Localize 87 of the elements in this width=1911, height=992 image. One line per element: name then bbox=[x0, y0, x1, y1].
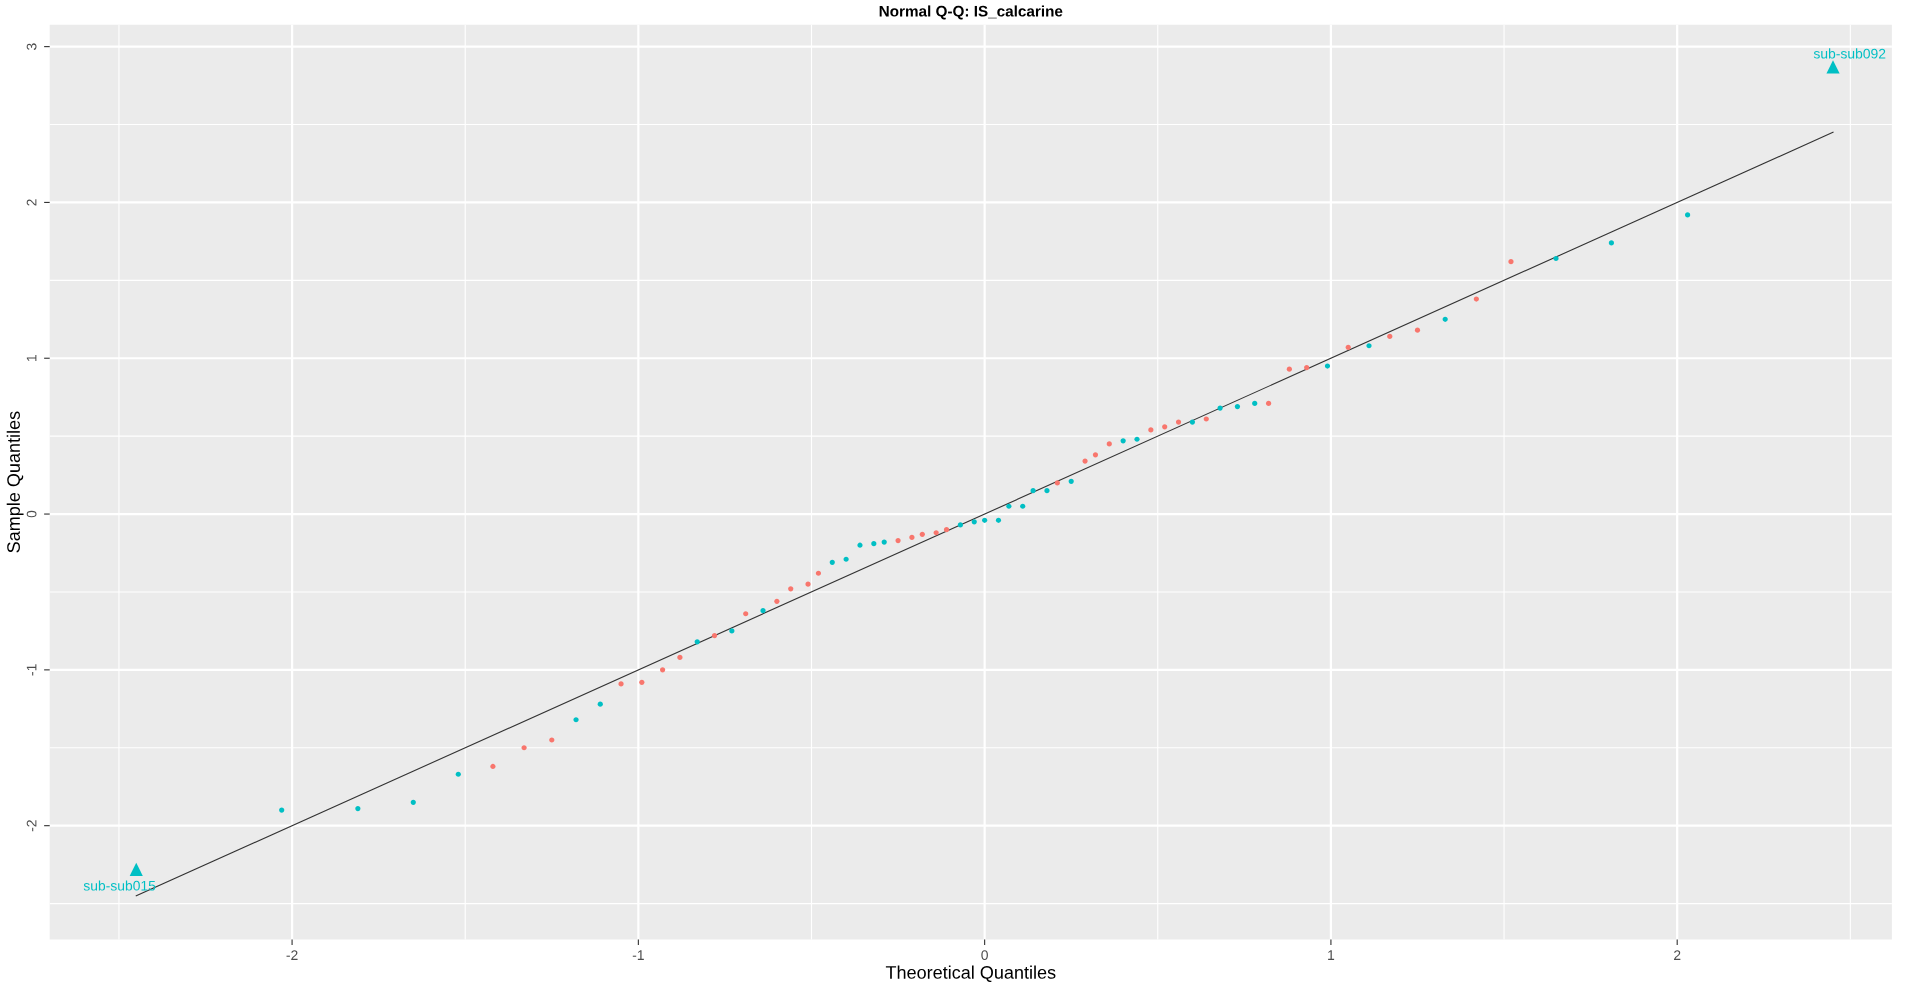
point bbox=[1265, 400, 1272, 407]
point bbox=[1684, 212, 1691, 218]
point bbox=[995, 517, 1002, 523]
x-tick-label: 0 bbox=[981, 950, 988, 961]
point bbox=[1608, 240, 1614, 246]
y-tick-label: 2 bbox=[26, 199, 37, 206]
point bbox=[957, 522, 963, 528]
point bbox=[279, 807, 285, 813]
point bbox=[1826, 60, 1840, 74]
point bbox=[843, 556, 849, 562]
point bbox=[788, 586, 794, 592]
point bbox=[1252, 400, 1258, 407]
point bbox=[694, 639, 700, 645]
point bbox=[909, 534, 915, 541]
y-tick-label: -2 bbox=[26, 820, 37, 832]
point bbox=[1366, 343, 1372, 349]
annotation: sub-sub015 bbox=[83, 880, 156, 891]
point bbox=[1553, 255, 1559, 262]
point bbox=[1162, 424, 1168, 430]
point bbox=[1006, 503, 1012, 509]
point bbox=[573, 717, 579, 723]
x-tick-label: -2 bbox=[286, 950, 298, 960]
point bbox=[1387, 333, 1393, 340]
point bbox=[549, 737, 555, 743]
point bbox=[1324, 363, 1331, 369]
point bbox=[971, 519, 977, 525]
point bbox=[1020, 503, 1026, 509]
point bbox=[729, 628, 735, 634]
point bbox=[829, 559, 835, 565]
point bbox=[455, 771, 461, 777]
point bbox=[129, 862, 143, 876]
point bbox=[711, 632, 718, 639]
point bbox=[618, 681, 624, 687]
point bbox=[1345, 344, 1351, 350]
chart-title: Normal Q-Q: IS_calcarine bbox=[879, 5, 1063, 20]
point bbox=[1044, 488, 1050, 494]
point bbox=[1092, 452, 1099, 458]
point bbox=[355, 805, 361, 812]
point bbox=[743, 611, 749, 617]
x-tick-label: -1 bbox=[632, 950, 644, 960]
y-tick-label: 0 bbox=[26, 510, 37, 518]
point bbox=[1082, 458, 1088, 464]
point bbox=[1304, 364, 1310, 371]
point bbox=[1286, 366, 1292, 372]
y-tick-label: 3 bbox=[26, 43, 37, 50]
point bbox=[1203, 416, 1209, 422]
point bbox=[1508, 259, 1514, 265]
point bbox=[982, 517, 988, 523]
point bbox=[521, 745, 527, 751]
annotation: sub-sub092 bbox=[1813, 48, 1886, 59]
point bbox=[760, 608, 766, 614]
y-tick-label: 1 bbox=[26, 355, 37, 362]
x-tick-label: 1 bbox=[1328, 950, 1335, 960]
point bbox=[1030, 488, 1036, 494]
point bbox=[857, 542, 863, 548]
point bbox=[895, 537, 901, 544]
point bbox=[805, 581, 811, 587]
point bbox=[933, 530, 939, 536]
point bbox=[1217, 405, 1223, 411]
y-tick-label: -1 bbox=[26, 664, 37, 676]
x-axis-title: Theoretical Quantiles bbox=[885, 965, 1056, 983]
point bbox=[660, 667, 666, 673]
point bbox=[490, 763, 496, 770]
point bbox=[815, 570, 822, 576]
point bbox=[1148, 427, 1154, 433]
point bbox=[1120, 438, 1126, 444]
point bbox=[881, 539, 887, 545]
point bbox=[1442, 316, 1448, 322]
point bbox=[1068, 478, 1074, 484]
point bbox=[774, 598, 780, 604]
point bbox=[1054, 480, 1060, 486]
point bbox=[1234, 403, 1241, 410]
point bbox=[1189, 419, 1196, 425]
y-axis-title: Sample Quantiles bbox=[6, 411, 24, 553]
point bbox=[943, 527, 950, 533]
point bbox=[871, 541, 877, 547]
point bbox=[1414, 327, 1421, 333]
point bbox=[410, 799, 416, 805]
point bbox=[1473, 296, 1479, 302]
point bbox=[597, 701, 603, 707]
point bbox=[1106, 441, 1112, 447]
point bbox=[1175, 419, 1182, 425]
point bbox=[1134, 436, 1140, 442]
point bbox=[639, 679, 645, 685]
x-tick-label: 2 bbox=[1674, 950, 1681, 960]
point bbox=[677, 654, 683, 660]
point bbox=[919, 531, 925, 537]
